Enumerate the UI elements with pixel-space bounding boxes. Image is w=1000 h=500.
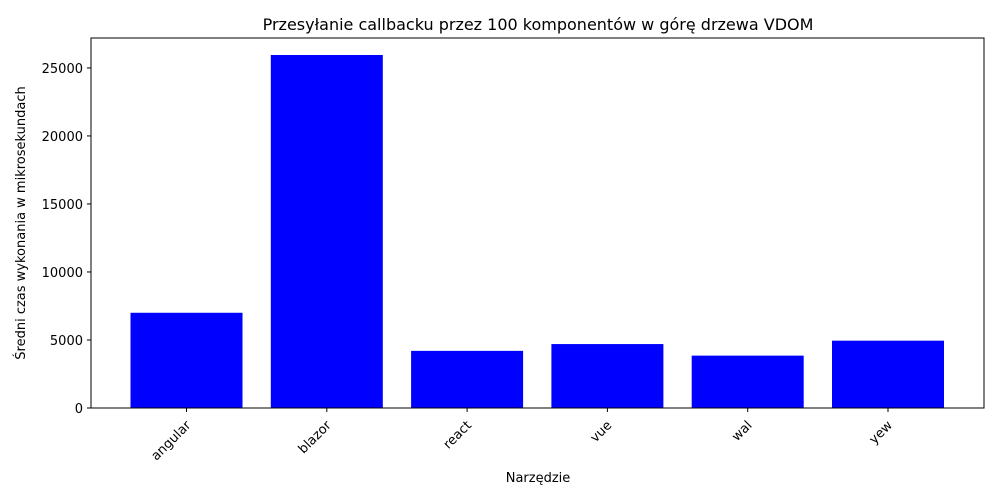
- bar-vue: [551, 344, 664, 408]
- y-tick-label: 15000: [42, 198, 83, 213]
- bar-blazor: [270, 55, 383, 409]
- y-axis-ticks: 0 5000 10000 15000 20000 25000: [42, 62, 91, 417]
- y-tick-label: 10000: [42, 266, 83, 281]
- y-tick-label: 25000: [42, 62, 83, 77]
- bar-yew: [832, 340, 944, 408]
- bars-group: [130, 55, 944, 409]
- plot-frame: [90, 37, 985, 409]
- x-tick-label: vue: [588, 418, 616, 446]
- y-tick-label: 5000: [50, 334, 83, 349]
- y-tick-label: 20000: [42, 130, 83, 145]
- x-tick-label: react: [441, 418, 475, 452]
- x-axis-label: Narzędzie: [506, 471, 571, 486]
- chart-title: Przesyłanie callbacku przez 100 komponen…: [263, 15, 814, 34]
- bar-angular: [130, 312, 243, 408]
- x-axis-ticks: angular blazor react vue wal yew: [149, 408, 896, 464]
- bar-react: [411, 350, 524, 408]
- x-tick-label: yew: [867, 418, 896, 447]
- x-tick-label: angular: [149, 418, 195, 464]
- x-tick-label: wal: [729, 418, 755, 444]
- y-axis-label: Średni czas wykonania w mikrosekundach: [13, 86, 29, 359]
- x-tick-label: blazor: [296, 418, 335, 457]
- bar-wal: [691, 355, 804, 408]
- y-tick-label: 0: [75, 402, 83, 417]
